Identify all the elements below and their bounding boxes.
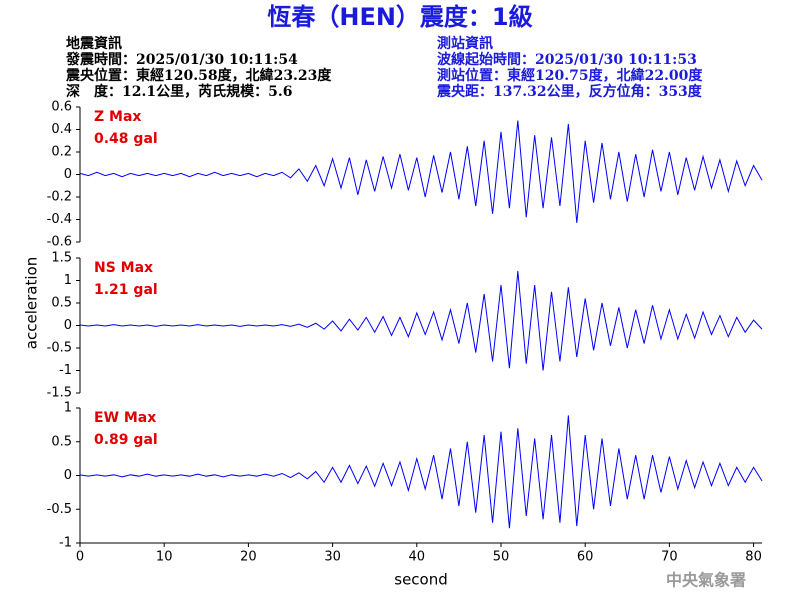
y-axis-label: acceleration	[23, 257, 41, 349]
y-tick-label: 0	[64, 167, 72, 182]
waveform	[79, 415, 763, 529]
y-tick-label: -1	[59, 363, 72, 378]
x-tick-label: 20	[240, 550, 257, 565]
x-tick-label: 30	[324, 550, 341, 565]
y-tick-label: -0.5	[47, 502, 72, 517]
station-info: 測站位置：東經120.75度，北緯22.00度	[437, 67, 703, 84]
title: 恆春（HEN）震度：1級	[267, 3, 532, 31]
y-tick-label: -0.4	[47, 212, 72, 227]
y-tick-label: -1.5	[47, 386, 72, 401]
y-tick-label: 0.4	[51, 122, 72, 137]
x-tick-label: 50	[493, 550, 510, 565]
waveform	[79, 271, 763, 371]
waveform	[79, 120, 763, 223]
x-tick-label: 0	[76, 550, 84, 565]
x-tick-label: 80	[745, 550, 762, 565]
max-annotation: NS Max	[94, 260, 153, 276]
y-tick-label: 0	[64, 318, 72, 333]
max-annotation: 0.89 gal	[94, 432, 158, 448]
max-annotation: 0.48 gal	[94, 131, 158, 147]
y-tick-label: 0.2	[51, 145, 72, 160]
y-tick-label: -0.2	[47, 190, 72, 205]
y-tick-label: 1	[64, 401, 72, 416]
y-tick-label: 0.5	[51, 434, 72, 449]
y-tick-label: 0	[64, 468, 72, 483]
y-tick-label: 0.6	[51, 100, 72, 115]
y-tick-label: 0.5	[51, 296, 72, 311]
y-tick-label: 1	[64, 273, 72, 288]
event-info: 發震時間：2025/01/30 10:11:54	[65, 51, 298, 68]
station-info: 測站資訊	[437, 35, 493, 52]
max-annotation: 1.21 gal	[94, 282, 158, 298]
max-annotation: EW Max	[94, 410, 156, 426]
y-tick-label: -0.6	[47, 235, 72, 250]
station-info: 波線起始時間：2025/01/30 10:11:53	[437, 51, 697, 68]
event-info: 深 度：12.1公里，芮氏規模：5.6	[66, 83, 292, 100]
event-info: 地震資訊	[66, 35, 122, 52]
x-tick-label: 10	[156, 550, 173, 565]
x-axis-label: second	[394, 571, 448, 589]
y-tick-label: 1.5	[51, 251, 72, 266]
x-tick-label: 60	[577, 550, 594, 565]
x-tick-label: 40	[409, 550, 426, 565]
event-info: 震央位置：東經120.58度，北緯23.23度	[65, 67, 332, 84]
y-tick-label: -1	[59, 536, 72, 551]
station-info: 震央距：137.32公里，反方位角：353度	[436, 83, 703, 100]
agency: 中央氣象署	[666, 571, 746, 590]
x-tick-label: 70	[661, 550, 678, 565]
max-annotation: Z Max	[94, 109, 141, 125]
y-tick-label: -0.5	[47, 341, 72, 356]
